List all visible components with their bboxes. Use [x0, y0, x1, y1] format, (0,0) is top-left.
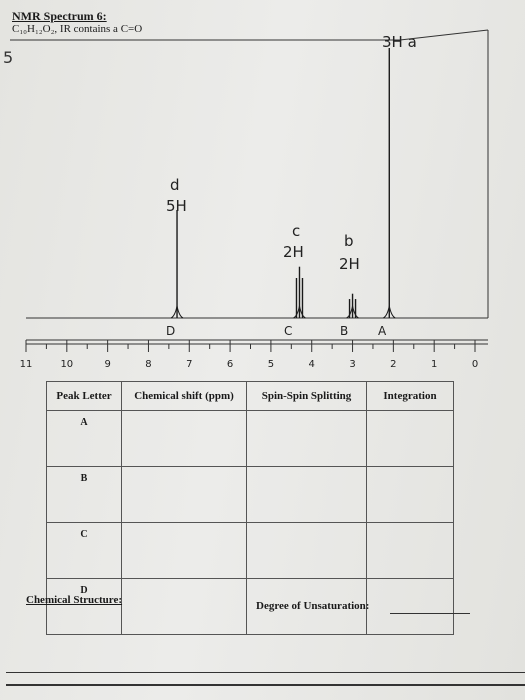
peak-assignment-table-wrap: Peak Letter Chemical shift (ppm) Spin-Sp…: [46, 381, 454, 635]
header-peak-letter: Peak Letter: [46, 381, 122, 411]
integration-cell[interactable]: [366, 522, 454, 579]
axis-tick-label: 6: [226, 359, 234, 370]
nmr-spectrum-chart: [10, 29, 489, 352]
page-rule-top: [6, 672, 525, 673]
integration-cell[interactable]: [366, 466, 454, 523]
chart-top-border-right: [399, 29, 489, 41]
integration-cell[interactable]: [366, 410, 454, 467]
splitting-cell[interactable]: [246, 466, 367, 523]
table-header-row: Peak Letter Chemical shift (ppm) Spin-Sp…: [46, 381, 454, 411]
annotation-d-integration: 5H: [166, 197, 187, 215]
splitting-cell[interactable]: [246, 578, 367, 635]
peak-label-c: C: [284, 324, 293, 338]
header-splitting: Spin-Spin Splitting: [246, 381, 367, 411]
axis-tick-label: 8: [145, 359, 152, 370]
handwritten-margin-number: 5: [3, 48, 14, 67]
row-peak-letter: C: [46, 522, 122, 579]
row-peak-letter: B: [46, 466, 122, 523]
page-rule-bottom: [6, 684, 525, 686]
unsaturation-answer-blank[interactable]: [390, 613, 470, 614]
axis-tick-label: 9: [104, 359, 111, 370]
peak-c: [293, 266, 306, 319]
peak-base-curve: [170, 305, 184, 319]
row-peak-letter: A: [46, 410, 122, 467]
annotation-b-letter: b: [344, 232, 354, 250]
header-chemical-shift: Chemical shift (ppm): [121, 381, 247, 411]
peak-label-d: D: [166, 324, 176, 338]
axis-tick-label: 5: [267, 359, 275, 370]
chemical-shift-cell[interactable]: [121, 522, 247, 579]
chemical-shift-cell[interactable]: [121, 466, 247, 523]
peak-assignment-table: Peak Letter Chemical shift (ppm) Spin-Sp…: [46, 381, 454, 635]
molecular-formula: C₁₀H₁₂O₂, IR contains a C=O: [12, 23, 143, 35]
axis-tick-label: 1: [430, 359, 438, 370]
peak-a: [383, 48, 396, 319]
axis-tick-label: 3: [349, 359, 356, 370]
chemical-structure-label: Chemical Structure:: [26, 594, 123, 606]
annotation-b-integration: 2H: [339, 255, 360, 273]
peak-base-curve: [293, 305, 306, 319]
axis-tick-label: 7: [186, 359, 193, 370]
table-row: C: [46, 522, 454, 579]
annotation-c-letter: c: [292, 222, 301, 240]
axis-tick-label: 10: [60, 359, 74, 370]
table-row: A: [46, 410, 454, 467]
splitting-cell[interactable]: [246, 522, 367, 579]
peak-base-curve: [346, 305, 359, 319]
chemical-shift-cell[interactable]: [121, 578, 247, 635]
peak-label-b: B: [340, 324, 349, 338]
axis-tick-label: 4: [308, 359, 315, 370]
header-integration: Integration: [366, 381, 454, 411]
chemical-shift-cell[interactable]: [121, 410, 247, 467]
table-row: D: [46, 578, 454, 635]
integration-cell[interactable]: [366, 578, 454, 635]
annotation-a-integration: 3H a: [382, 33, 417, 51]
peak-base-curve: [383, 305, 396, 319]
annotation-c-integration: 2H: [283, 243, 304, 261]
degree-of-unsaturation-label: Degree of Unsaturation:: [256, 600, 370, 612]
table-row: B: [46, 466, 454, 523]
peak-b: [346, 293, 359, 319]
axis-tick-label: 0: [471, 359, 479, 370]
splitting-cell[interactable]: [246, 410, 367, 467]
axis-tick-label: 2: [390, 359, 397, 370]
axis-tick-label: 11: [19, 359, 33, 370]
peak-d: [170, 210, 184, 319]
annotation-d-letter: d: [170, 176, 180, 194]
row-peak-letter: D: [46, 578, 122, 635]
spectrum-title: NMR Spectrum 6:: [12, 9, 107, 23]
peak-label-a: A: [378, 324, 387, 338]
